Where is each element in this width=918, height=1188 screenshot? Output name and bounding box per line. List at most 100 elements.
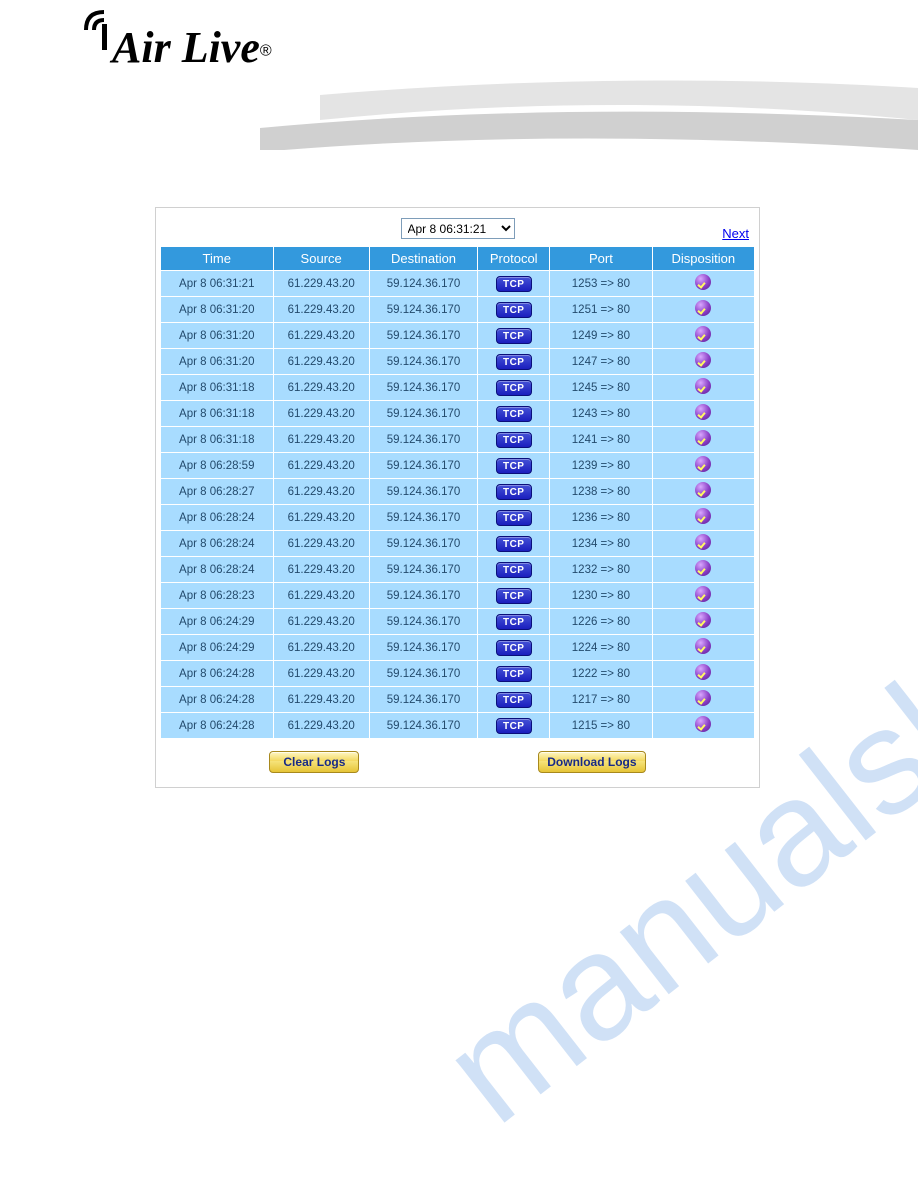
- clear-logs-button[interactable]: Clear Logs: [269, 751, 359, 773]
- tcp-badge-icon: TCP: [496, 328, 532, 344]
- cell-protocol: TCP: [478, 687, 549, 712]
- cell-disposition: [653, 557, 754, 582]
- cell-source: 61.229.43.20: [274, 401, 369, 426]
- cell-destination: 59.124.36.170: [370, 323, 477, 348]
- cell-source: 61.229.43.20: [274, 557, 369, 582]
- cell-protocol: TCP: [478, 453, 549, 478]
- cell-disposition: [653, 635, 754, 660]
- cell-source: 61.229.43.20: [274, 661, 369, 686]
- cell-port: 1251 => 80: [550, 297, 651, 322]
- disposition-icon: [695, 534, 711, 550]
- cell-protocol: TCP: [478, 531, 549, 556]
- cell-source: 61.229.43.20: [274, 479, 369, 504]
- cell-time: Apr 8 06:24:29: [161, 635, 273, 660]
- table-row: Apr 8 06:31:1861.229.43.2059.124.36.170T…: [161, 401, 754, 426]
- cell-destination: 59.124.36.170: [370, 635, 477, 660]
- cell-destination: 59.124.36.170: [370, 661, 477, 686]
- disposition-icon: [695, 560, 711, 576]
- cell-disposition: [653, 401, 754, 426]
- tcp-badge-icon: TCP: [496, 614, 532, 630]
- tcp-badge-icon: TCP: [496, 354, 532, 370]
- disposition-icon: [695, 274, 711, 290]
- table-row: Apr 8 06:28:2361.229.43.2059.124.36.170T…: [161, 583, 754, 608]
- cell-time: Apr 8 06:28:59: [161, 453, 273, 478]
- cell-port: 1234 => 80: [550, 531, 651, 556]
- tcp-badge-icon: TCP: [496, 692, 532, 708]
- time-select[interactable]: Apr 8 06:31:21: [401, 218, 515, 239]
- cell-disposition: [653, 583, 754, 608]
- table-row: Apr 8 06:31:1861.229.43.2059.124.36.170 T…: [161, 427, 754, 452]
- table-row: Apr 8 06:24:2861.229.43.2059.124.36.170T…: [161, 661, 754, 686]
- table-row: Apr 8 06:28:2461.229.43.2059.124.36.170T…: [161, 531, 754, 556]
- cell-time: Apr 8 06:31:20: [161, 323, 273, 348]
- table-row: Apr 8 06:28:5961.229.43.2059.124.36.170T…: [161, 453, 754, 478]
- cell-destination: 59.124.36.170: [370, 349, 477, 374]
- cell-destination: 59.124.36.170: [370, 531, 477, 556]
- table-row: Apr 8 06:31:1861.229.43.2059.124.36.170T…: [161, 375, 754, 400]
- col-destination: Destination: [370, 247, 477, 270]
- cell-time: Apr 8 06:31:20: [161, 297, 273, 322]
- table-header: Time Source Destination Protocol Port Di…: [161, 247, 754, 270]
- cell-time: Apr 8 06:31:18: [161, 375, 273, 400]
- cell-disposition: [653, 323, 754, 348]
- cell-source: 61.229.43.20: [274, 609, 369, 634]
- table-row: Apr 8 06:24:2961.229.43.2059.124.36.170T…: [161, 609, 754, 634]
- cell-port: 1239 => 80: [550, 453, 651, 478]
- cell-protocol: TCP: [478, 375, 549, 400]
- disposition-icon: [695, 638, 711, 654]
- cell-time: Apr 8 06:24:28: [161, 687, 273, 712]
- table-row: Apr 8 06:31:2061.229.43.2059.124.36.170T…: [161, 323, 754, 348]
- next-link[interactable]: Next: [722, 226, 749, 241]
- table-row: Apr 8 06:28:2761.229.43.2059.124.36.170T…: [161, 479, 754, 504]
- col-port: Port: [550, 247, 651, 270]
- antenna-icon: [78, 4, 128, 54]
- cell-time: Apr 8 06:28:23: [161, 583, 273, 608]
- cell-protocol: TCP: [478, 349, 549, 374]
- cell-source: 61.229.43.20: [274, 635, 369, 660]
- tcp-badge-icon: TCP: [496, 432, 532, 448]
- table-body: Apr 8 06:31:2161.229.43.2059.124.36.170T…: [161, 271, 754, 738]
- cell-disposition: [653, 531, 754, 556]
- col-time: Time: [161, 247, 273, 270]
- tcp-badge-icon: TCP: [496, 666, 532, 682]
- cell-protocol: TCP: [478, 479, 549, 504]
- cell-source: 61.229.43.20: [274, 297, 369, 322]
- cell-port: 1222 => 80: [550, 661, 651, 686]
- tcp-badge-icon: TCP: [496, 562, 532, 578]
- col-source: Source: [274, 247, 369, 270]
- cell-time: Apr 8 06:31:20: [161, 349, 273, 374]
- download-logs-button[interactable]: Download Logs: [538, 751, 645, 773]
- disposition-icon: [695, 456, 711, 472]
- disposition-icon: [695, 716, 711, 732]
- tcp-badge-icon: TCP: [496, 484, 532, 500]
- cell-port: 1230 => 80: [550, 583, 651, 608]
- cell-destination: 59.124.36.170: [370, 401, 477, 426]
- cell-destination: 59.124.36.170: [370, 609, 477, 634]
- cell-time: Apr 8 06:28:24: [161, 505, 273, 530]
- tcp-badge-icon: TCP: [496, 536, 532, 552]
- cell-port: 1232 => 80: [550, 557, 651, 582]
- cell-source: 61.229.43.20: [274, 583, 369, 608]
- cell-disposition: [653, 479, 754, 504]
- cell-source: 61.229.43.20: [274, 713, 369, 738]
- disposition-icon: [695, 300, 711, 316]
- cell-destination: 59.124.36.170: [370, 453, 477, 478]
- cell-source: 61.229.43.20: [274, 427, 369, 452]
- table-row: Apr 8 06:31:2061.229.43.2059.124.36.170T…: [161, 297, 754, 322]
- cell-time: Apr 8 06:24:28: [161, 713, 273, 738]
- disposition-icon: [695, 378, 711, 394]
- cell-time: Apr 8 06:31:18: [161, 427, 273, 452]
- tcp-badge-icon: TCP: [496, 302, 532, 318]
- registered-mark: ®: [260, 43, 272, 60]
- cell-port: 1226 => 80: [550, 609, 651, 634]
- brand-name: Air Live: [112, 23, 260, 72]
- cell-destination: 59.124.36.170: [370, 271, 477, 296]
- cell-time: Apr 8 06:31:18: [161, 401, 273, 426]
- tcp-badge-icon: TCP: [496, 640, 532, 656]
- disposition-icon: [695, 326, 711, 342]
- cell-port: 1243 => 80: [550, 401, 651, 426]
- page-header: Air Live®: [0, 0, 918, 160]
- cell-disposition: [653, 687, 754, 712]
- cell-destination: 59.124.36.170: [370, 427, 477, 452]
- cell-source: 61.229.43.20: [274, 687, 369, 712]
